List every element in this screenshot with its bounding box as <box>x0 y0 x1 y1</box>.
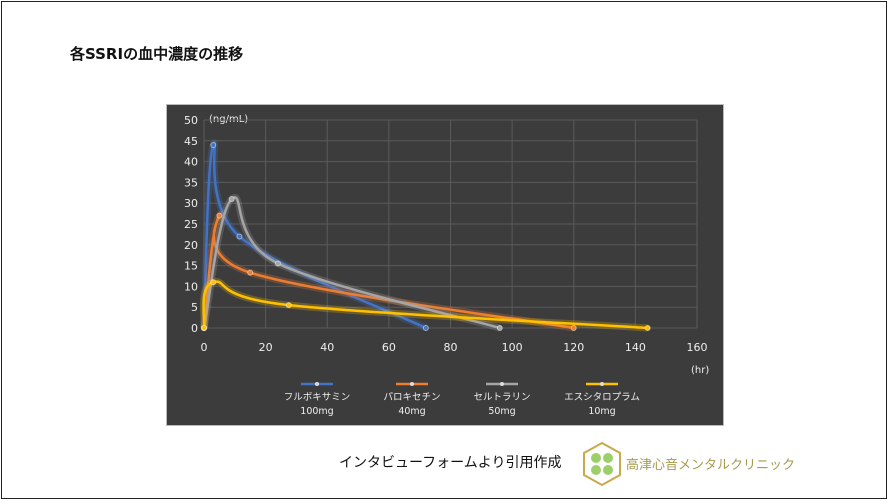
y-tick-label: 35 <box>184 176 198 189</box>
legend-label: パロキセチン <box>383 392 440 403</box>
series-line <box>202 196 501 330</box>
legend-marker <box>600 382 604 386</box>
clinic-logo-icon <box>583 441 621 487</box>
x-tick-label: 0 <box>201 341 208 354</box>
legend-dose: 50mg <box>488 406 515 417</box>
data-point <box>201 325 207 331</box>
data-point <box>210 279 217 286</box>
x-tick-label: 60 <box>382 341 396 354</box>
y-tick-label: 5 <box>191 301 198 314</box>
page-title: 各SSRIの血中濃度の推移 <box>70 45 244 63</box>
y-tick-label: 50 <box>184 114 198 127</box>
y-tick-label: 45 <box>184 135 198 148</box>
legend-marker <box>500 382 504 386</box>
y-tick-label: 15 <box>184 260 198 273</box>
x-tick-label: 80 <box>444 341 458 354</box>
x-axis-label: (hr) <box>691 365 709 376</box>
legend-label: フルボキサミン <box>284 392 351 403</box>
x-tick-label: 40 <box>320 341 334 354</box>
data-point <box>228 196 235 203</box>
data-point <box>496 325 503 331</box>
x-tick-label: 20 <box>259 341 273 354</box>
data-point <box>644 325 651 331</box>
y-tick-label: 30 <box>184 197 198 210</box>
clinic-name: 高津心音メンタルクリニック <box>626 458 796 473</box>
data-point <box>285 302 292 309</box>
x-tick-label: 140 <box>625 341 646 354</box>
legend-dose: 40mg <box>398 406 425 417</box>
legend-dose: 100mg <box>300 406 333 417</box>
y-tick-label: 40 <box>184 156 198 169</box>
y-tick-label: 25 <box>184 218 198 231</box>
data-point <box>247 269 254 276</box>
legend-dose: 10mg <box>588 406 615 417</box>
x-tick-label: 100 <box>502 341 523 354</box>
y-tick-label: 10 <box>184 280 198 293</box>
data-point <box>422 325 429 331</box>
legend-label: エスシタロプラム <box>564 392 640 403</box>
legend-label: セルトラリン <box>473 392 530 403</box>
series-line <box>202 213 574 330</box>
legend-marker <box>315 382 319 386</box>
x-tick-label: 120 <box>563 341 584 354</box>
source-note: インタビューフォームより引用作成 <box>339 455 562 471</box>
x-tick-label: 160 <box>687 341 708 354</box>
y-tick-label: 0 <box>191 322 198 335</box>
data-point <box>274 260 281 267</box>
data-point <box>210 141 217 148</box>
data-point <box>570 325 577 331</box>
chart: (ng/mL) (hr) 0 5 10 15 20 25 30 35 40 45 50 0 20 40 60… <box>166 104 724 426</box>
y-tick-label: 20 <box>184 239 198 252</box>
data-point <box>236 233 243 240</box>
data-point <box>216 212 223 219</box>
legend-marker <box>410 382 414 386</box>
